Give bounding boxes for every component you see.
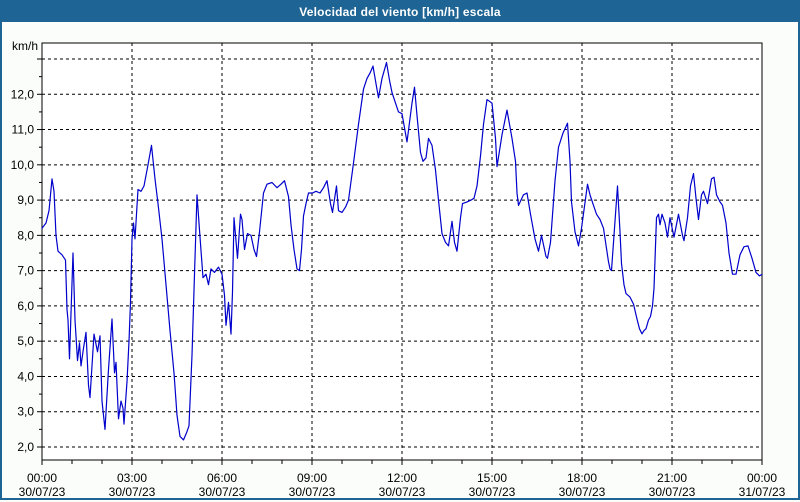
x-tick-date-label: 31/07/23 (739, 485, 786, 499)
y-tick-label: 3,0 (17, 405, 34, 419)
x-tick-time-label: 00:00 (747, 471, 777, 485)
x-tick-date-label: 30/07/23 (109, 485, 156, 499)
y-tick-label: 10,0 (11, 158, 35, 172)
wind-speed-series-line (41, 61, 763, 441)
x-tick-date-label: 30/07/23 (19, 485, 66, 499)
x-tick-date-label: 30/07/23 (559, 485, 606, 499)
x-tick-date-label: 30/07/23 (289, 485, 336, 499)
x-tick-date-label: 30/07/23 (649, 485, 696, 499)
x-tick-time-label: 00:00 (27, 471, 57, 485)
y-tick-label: 11,0 (12, 123, 35, 137)
x-tick-time-label: 18:00 (567, 471, 597, 485)
y-tick-label: 12,0 (11, 87, 35, 101)
axis-layer (37, 58, 763, 465)
x-tick-date-label: 30/07/23 (199, 485, 246, 499)
x-tick-time-label: 21:00 (657, 471, 687, 485)
y-tick-label: 8,0 (17, 228, 34, 242)
y-tick-label: 2,0 (17, 440, 34, 454)
plot-area (42, 43, 762, 460)
chart-title: Velocidad del viento [km/h] escala (299, 5, 501, 19)
y-tick-label: 7,0 (17, 264, 34, 278)
x-tick-time-label: 15:00 (477, 471, 507, 485)
x-tick-time-label: 03:00 (117, 471, 147, 485)
x-tick-date-label: 30/07/23 (469, 485, 516, 499)
title-bar: Velocidad del viento [km/h] escala (2, 2, 798, 22)
y-tick-label: 6,0 (17, 299, 34, 313)
axis-labels: km/h 2,0 3,0 4,0 5,0 6,0 7,0 8,0 9,0 10,0 11,0 12,0… (11, 39, 786, 499)
y-tick-label: 5,0 (17, 334, 34, 348)
x-tick-time-label: 12:00 (387, 471, 417, 485)
x-tick-date-label: 30/07/23 (379, 485, 426, 499)
x-tick-time-label: 06:00 (207, 471, 237, 485)
plot-frame (41, 42, 763, 461)
y-tick-label: 4,0 (17, 369, 34, 383)
x-tick-time-label: 09:00 (297, 471, 327, 485)
y-tick-label: 9,0 (17, 193, 34, 207)
y-axis-unit-label: km/h (12, 39, 38, 53)
